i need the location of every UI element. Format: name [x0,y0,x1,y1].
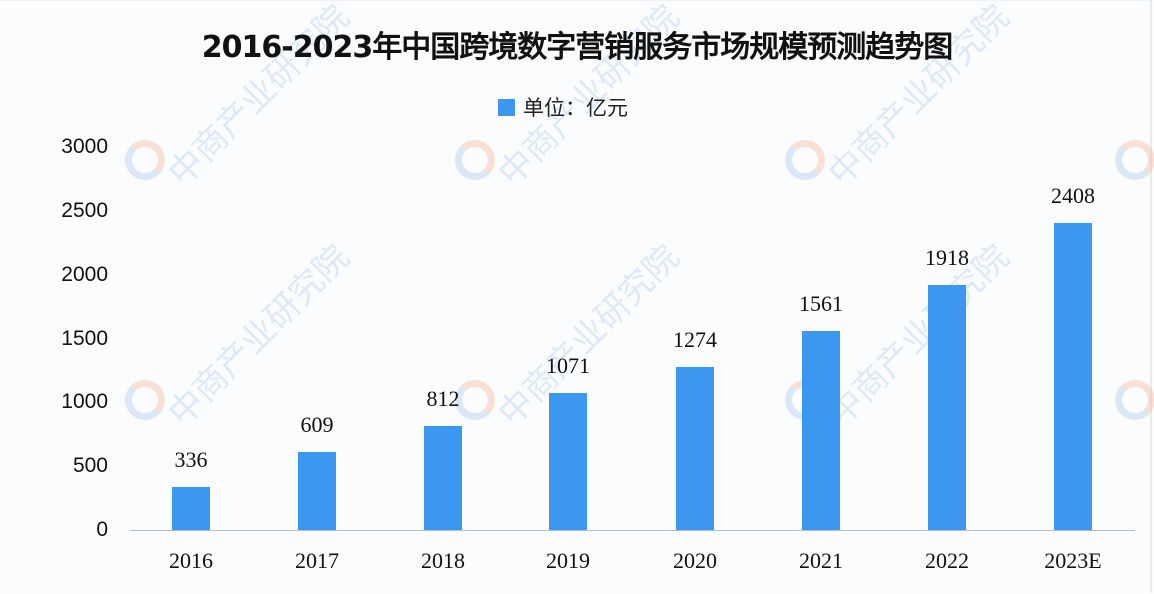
bar [424,426,462,530]
legend-label: 单位：亿元 [523,96,628,120]
bar-value-label: 336 [174,447,208,473]
bar-value-label: 1071 [546,353,590,379]
bar-value-label: 1274 [673,327,717,353]
x-tick-label: 2017 [295,548,339,573]
x-tick-label: 2021 [799,548,843,573]
bar [802,330,840,530]
bar [676,367,714,530]
bar-value-label: 2408 [1051,182,1095,208]
bar-value-label: 812 [426,386,460,412]
y-tick-label: 0 [96,518,108,541]
y-tick-label: 1500 [61,326,108,350]
y-tick-label: 500 [72,454,108,478]
bar [172,487,210,530]
bar-value-label: 1561 [799,290,843,316]
bar [1054,222,1092,530]
bar-value-label: 1918 [925,245,969,271]
x-tick-label: 2016 [169,548,213,573]
x-tick-label: 2020 [673,548,717,573]
legend: 单位：亿元 [498,93,628,121]
legend-swatch-icon [498,98,515,116]
bar [928,285,966,530]
x-tick-label: 2023E [1044,548,1102,573]
y-tick-label: 1000 [61,390,108,414]
x-tick-label: 2022 [925,548,969,573]
bar-value-label: 609 [300,412,334,438]
bar [549,393,587,530]
y-tick-label: 2000 [61,262,108,286]
x-axis-line [130,530,1135,531]
bar [298,452,336,530]
chart-title: 2016-2023年中国跨境数字营销服务市场规模预测趋势图 [201,30,953,65]
x-tick-label: 2018 [421,548,465,573]
x-tick-label: 2019 [546,548,590,573]
y-tick-label: 3000 [61,135,108,158]
y-tick-label: 2500 [61,198,108,222]
